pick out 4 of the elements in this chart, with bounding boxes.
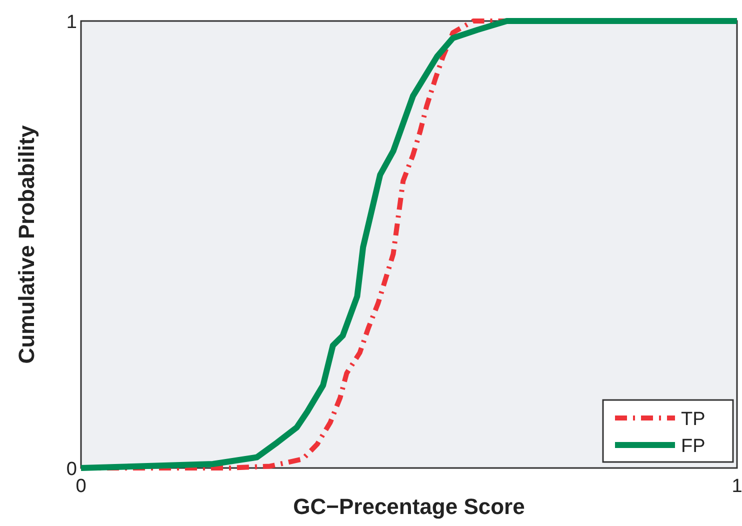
y-axis-title: Cumulative Probability — [14, 124, 39, 364]
legend-label: FP — [681, 436, 706, 457]
legend-label: TP — [681, 409, 706, 430]
x-axis-title: GC−Precentage Score — [293, 494, 525, 519]
